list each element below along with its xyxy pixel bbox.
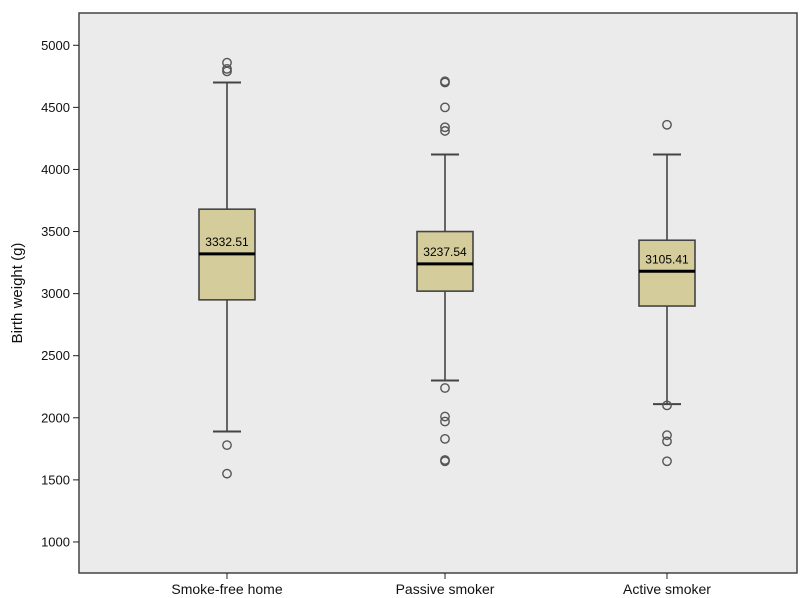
outlier-point xyxy=(662,436,672,447)
box-value-label: 3332.51 xyxy=(205,235,249,249)
x-category-label: Smoke-free home xyxy=(171,581,282,597)
outlier-point xyxy=(222,63,232,74)
outlier-point xyxy=(662,430,672,441)
outlier-point xyxy=(440,455,450,465)
outlier-point xyxy=(440,416,450,427)
interquartile-box xyxy=(416,230,474,292)
box-value-label: 3237.54 xyxy=(423,245,467,259)
box-value-label: 3105.41 xyxy=(645,252,689,266)
box-3: 3105.41 Active smoker xyxy=(623,119,711,597)
y-tick-label: 3000 xyxy=(41,286,70,301)
y-axis-title: Birth weight (g) xyxy=(9,243,26,344)
outlier-point xyxy=(222,468,232,479)
outlier-point xyxy=(222,440,232,451)
outlier-point xyxy=(440,411,450,422)
outlier-point xyxy=(222,57,232,68)
y-tick-label: 5000 xyxy=(41,38,70,53)
interquartile-box xyxy=(638,239,696,307)
outlier-point xyxy=(662,119,672,130)
y-tick-label: 1500 xyxy=(41,472,70,487)
y-tick-label: 2500 xyxy=(41,348,70,363)
outlier-point xyxy=(440,126,450,136)
outlier-point xyxy=(440,433,450,444)
box-2: 3237.54 Passive smoker xyxy=(396,76,495,597)
y-tick-label: 4500 xyxy=(41,100,70,115)
box-series: 3332.51 Smoke-free home 3237.54 Passive smo… xyxy=(171,57,711,597)
outlier-point xyxy=(440,122,450,133)
outlier-point xyxy=(440,102,450,113)
outlier-point xyxy=(440,383,450,393)
y-axis: 1000 1500 2000 2500 3000 3500 4000 4500 5000 xyxy=(41,38,79,549)
x-category-label: Active smoker xyxy=(623,581,711,597)
y-tick-label: 3500 xyxy=(41,224,70,239)
outlier-point xyxy=(440,76,450,87)
x-category-label: Passive smoker xyxy=(396,581,495,597)
y-tick-label: 2000 xyxy=(41,410,70,425)
y-tick-label: 1000 xyxy=(41,534,70,549)
outlier-point xyxy=(662,456,672,467)
box-1: 3332.51 Smoke-free home xyxy=(171,57,283,597)
outlier-point xyxy=(662,400,672,411)
y-tick-label: 4000 xyxy=(41,162,70,177)
